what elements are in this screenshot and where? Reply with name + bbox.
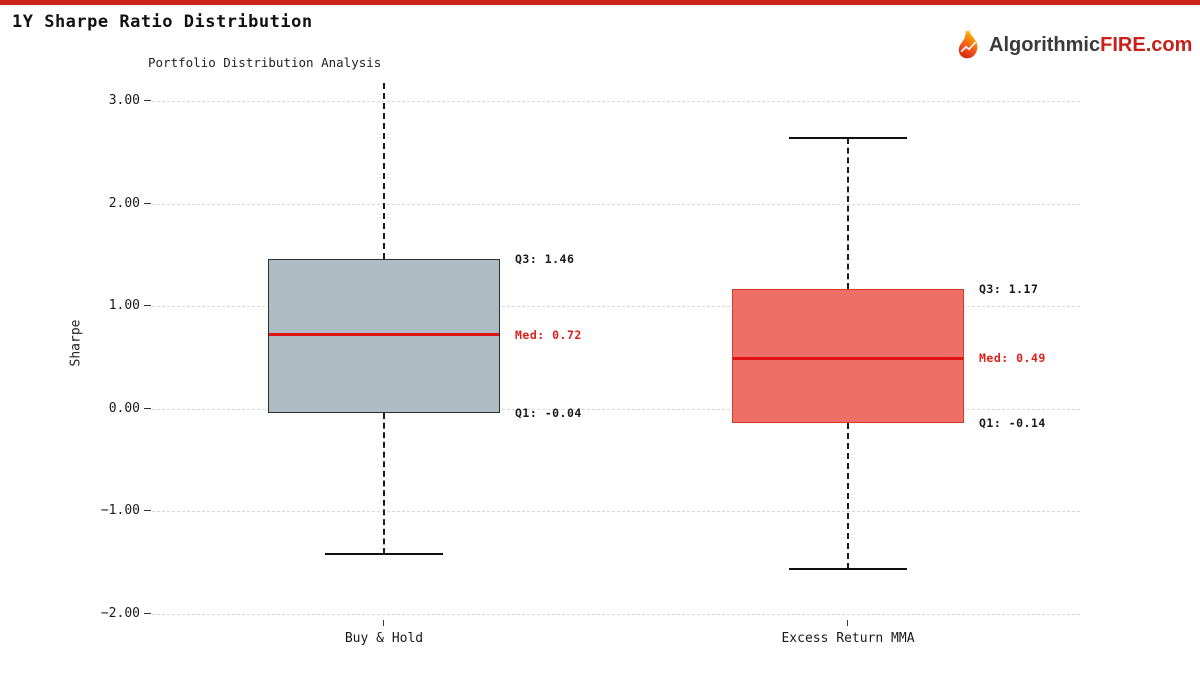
iqr-box <box>732 288 964 423</box>
x-category-label: Excess Return MMA <box>781 631 915 646</box>
logo-text: AlgorithmicFIRE.com <box>989 34 1192 57</box>
y-tick-label: 1.00 <box>108 298 140 313</box>
q1-annotation: Q1: -0.04 <box>515 405 582 420</box>
med-annotation: Med: 0.72 <box>515 327 582 342</box>
upper-whisker <box>383 82 385 259</box>
y-tick-label: 2.00 <box>108 195 140 211</box>
site-logo: AlgorithmicFIRE.com <box>954 28 1192 62</box>
x-axis-tick <box>847 620 849 626</box>
med-annotation: Med: 0.49 <box>979 351 1046 366</box>
y-axis-tick <box>144 407 151 409</box>
y-tick-label: 0.00 <box>108 400 140 416</box>
median-line <box>733 356 963 360</box>
flame-icon <box>954 28 984 62</box>
lower-whisker <box>383 412 385 555</box>
upper-whisker <box>847 137 849 289</box>
q3-annotation: Q3: 1.46 <box>515 251 575 266</box>
top-accent-bar <box>0 0 1200 5</box>
gridline <box>152 408 1080 410</box>
lower-whisker-cap <box>789 568 907 571</box>
page-title: 1Y Sharpe Ratio Distribution <box>12 12 313 32</box>
chart-subtitle: Portfolio Distribution Analysis <box>148 55 382 70</box>
q3-annotation: Q3: 1.17 <box>979 281 1039 296</box>
y-axis-label: Sharpe <box>68 319 84 367</box>
y-tick-label: −1.00 <box>100 503 140 518</box>
y-axis-tick <box>144 305 151 307</box>
y-tick-label: −2.00 <box>100 605 140 621</box>
x-axis-tick <box>383 620 385 626</box>
lower-whisker <box>847 422 849 570</box>
logo-highlight: FIRE <box>1100 33 1146 56</box>
gridline <box>152 203 1080 205</box>
logo-prefix: Algorithmic <box>989 33 1101 56</box>
y-axis-tick <box>144 202 151 204</box>
logo-suffix: .com <box>1145 33 1193 56</box>
gridline <box>152 511 1080 512</box>
y-axis-tick <box>144 510 151 512</box>
gridline <box>152 101 1080 102</box>
q1-annotation: Q1: -0.14 <box>979 415 1046 430</box>
upper-whisker-cap <box>789 136 907 139</box>
y-tick-label: 3.00 <box>108 93 140 108</box>
x-category-label: Buy & Hold <box>344 631 424 646</box>
median-line <box>269 333 499 337</box>
gridline <box>152 306 1080 307</box>
y-axis-tick <box>144 100 151 102</box>
y-axis-tick <box>144 612 151 614</box>
lower-whisker-cap <box>325 553 443 556</box>
gridline <box>152 613 1080 615</box>
